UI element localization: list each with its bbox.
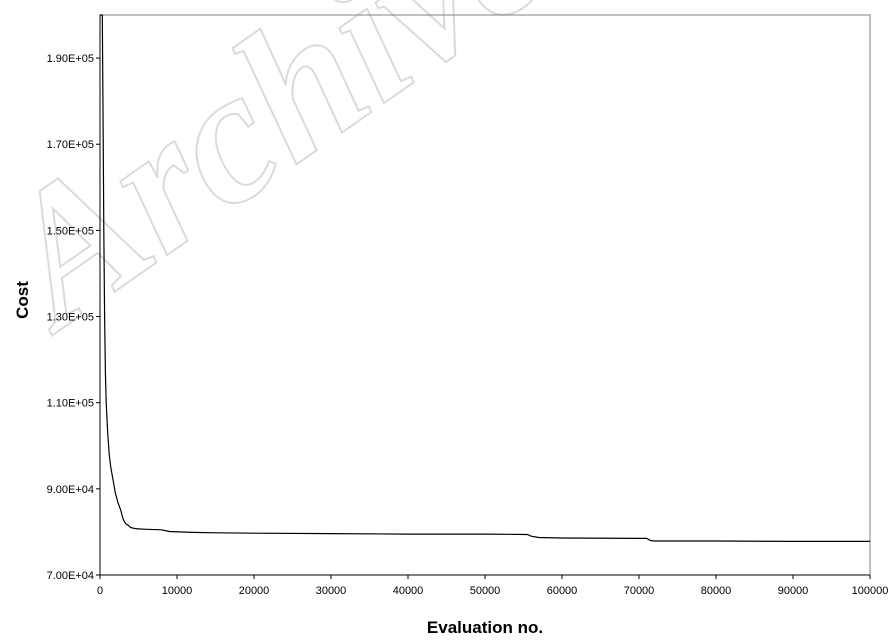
cost-series-line — [100, 14, 870, 542]
x-tick-label: 10000 — [162, 585, 193, 597]
x-tick-label: 60000 — [547, 585, 578, 597]
y-tick-label: 9.00E+04 — [47, 484, 94, 496]
x-tick-label: 70000 — [624, 585, 655, 597]
x-tick-label: 50000 — [470, 585, 501, 597]
y-axis-title: Cost — [13, 281, 32, 319]
y-axis-ticks: 7.00E+04 9.00E+04 1.10E+05 1.30E+05 1.50E+05… — [47, 53, 100, 582]
y-tick-label: 1.10E+05 — [47, 398, 94, 410]
x-tick-label: 30000 — [316, 585, 347, 597]
y-tick-label: 1.50E+05 — [47, 225, 94, 237]
x-tick-label: 100000 — [852, 585, 889, 597]
x-tick-label: 40000 — [393, 585, 424, 597]
y-tick-label: 7.00E+04 — [47, 570, 94, 582]
x-axis-title: Evaluation no. — [427, 618, 543, 637]
y-tick-label: 1.70E+05 — [47, 139, 94, 151]
y-tick-label: 1.30E+05 — [47, 312, 94, 324]
x-axis-ticks: 0 10000 20000 30000 40000 50000 60000 70000 8000… — [97, 575, 888, 597]
y-tick-label: 1.90E+05 — [47, 53, 94, 65]
x-tick-label: 0 — [97, 585, 103, 597]
x-tick-label: 80000 — [701, 585, 732, 597]
x-tick-label: 20000 — [239, 585, 270, 597]
x-tick-label: 90000 — [778, 585, 809, 597]
